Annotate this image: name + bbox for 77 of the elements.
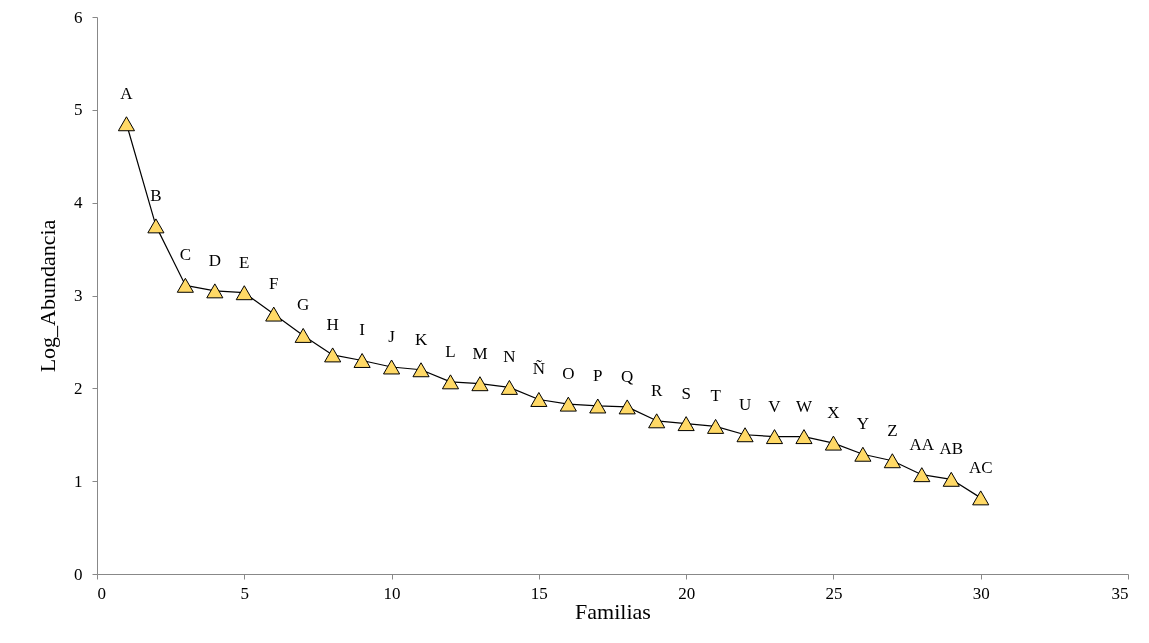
annotation: L [445,341,456,361]
point [589,398,607,414]
annotation: T [710,386,722,406]
point [441,374,460,390]
y-tick-label: 4 [74,193,83,213]
point [265,306,283,322]
point [913,467,931,483]
annotation: U [738,394,752,414]
point [795,429,813,445]
point [972,490,990,506]
y-tick-label: 0 [74,564,83,584]
annotation: W [795,396,813,416]
annotation: F [269,274,279,294]
y-tick-label: 1 [74,471,83,491]
annotation: V [768,396,782,416]
point [765,429,784,445]
point [736,427,754,443]
annotation: N [503,347,516,367]
point [648,413,666,429]
annotation: I [359,320,366,340]
annotation: A [120,83,134,103]
annotation: Y [856,414,870,434]
y-tick-label: 5 [74,100,83,120]
annotation: H [326,314,339,334]
point [824,435,842,451]
point [353,353,371,368]
annotation: Q [621,366,634,386]
annotation: X [827,403,840,423]
point [618,399,636,415]
x-axis-title: Familias [575,598,651,624]
point [707,418,725,434]
point [147,218,165,234]
point [883,453,901,469]
x-tick-label: 25 [825,583,843,603]
point [206,283,224,299]
point [942,471,960,487]
point [559,396,577,412]
annotation: Ñ [532,359,545,379]
y-tick-label: 6 [74,7,83,27]
annotation: AB [939,439,964,459]
annotation: M [472,343,488,363]
annotation: O [562,364,575,384]
y-tick-label: 3 [74,286,83,305]
point [117,116,136,132]
x-tick-label: 5 [240,583,250,603]
x-tick-label: 10 [383,583,401,603]
y-axis-title: Log_Abundancia [35,219,60,373]
annotation: K [414,329,428,349]
x-tick-label: 30 [972,583,990,603]
x-tick-label: 35 [1111,583,1129,603]
x-tick-label: 0 [97,583,106,603]
annotation: B [150,185,162,205]
annotation: P [593,365,603,385]
annotation: G [297,295,310,315]
point [324,347,342,363]
point [235,285,253,301]
annotation: AC [968,457,993,477]
annotation: AA [909,434,935,454]
x-tick-label: 20 [678,583,696,603]
annotation: S [681,383,691,403]
annotation: D [208,250,221,270]
y-tick-label: 2 [74,378,83,398]
point [176,277,194,293]
point [383,359,401,375]
annotation: R [651,380,664,400]
point [412,362,430,378]
annotation: Z [887,420,898,440]
point [294,327,312,343]
point [530,391,548,407]
annotation: J [388,326,396,346]
point [854,446,872,462]
point [471,376,489,392]
x-tick-label: 15 [530,583,548,603]
annotation: C [179,245,192,265]
point [500,379,518,395]
point [677,416,695,432]
annotation: E [239,252,250,272]
